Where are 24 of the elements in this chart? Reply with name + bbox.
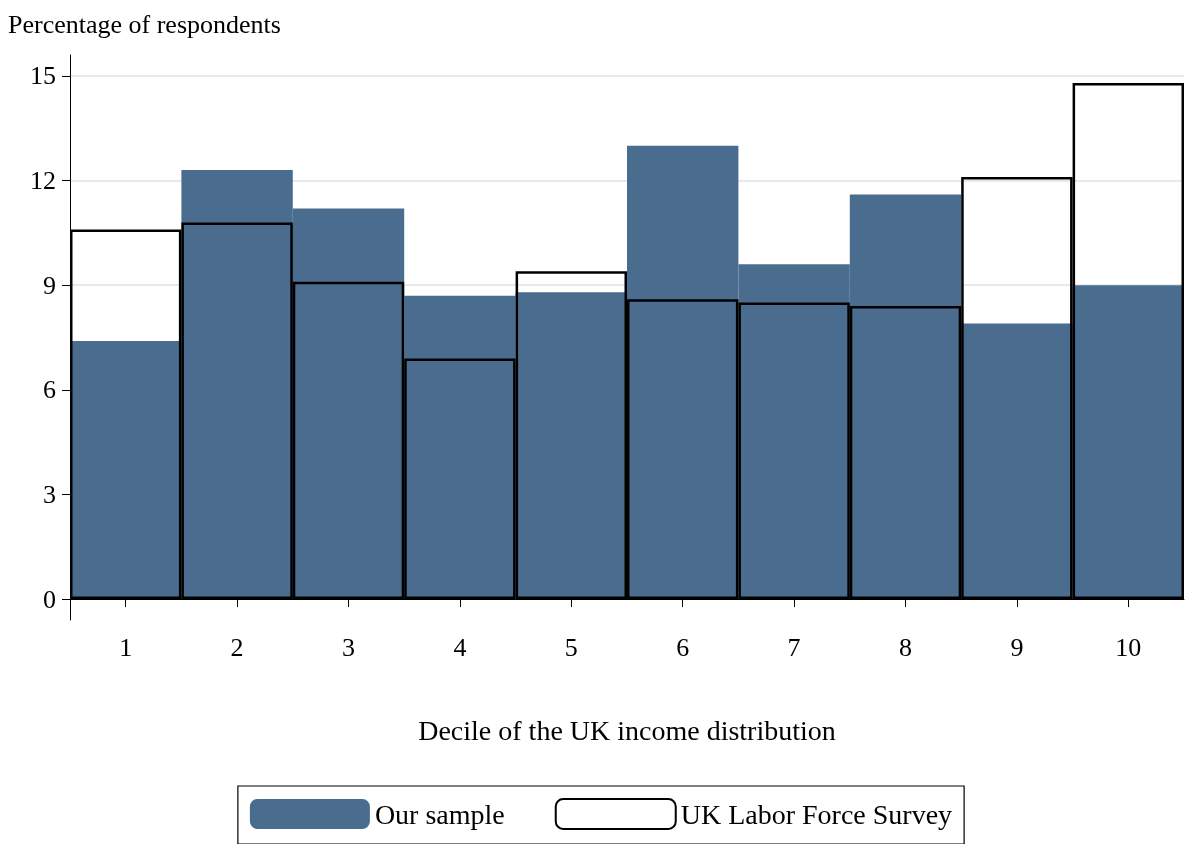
x-tick-label: 1: [119, 632, 133, 662]
y-tick-label: 12: [30, 166, 56, 196]
legend-label: UK Labor Force Survey: [680, 798, 953, 830]
bar: [961, 323, 1073, 600]
bar: [1072, 285, 1184, 600]
y-tick-label: 15: [30, 61, 56, 91]
x-tick-label: 10: [1115, 632, 1142, 662]
y-tick-label: 6: [43, 375, 56, 405]
y-axis-title: Percentage of respondents: [8, 9, 281, 39]
x-tick-label: 4: [453, 632, 467, 662]
bar: [70, 340, 182, 600]
y-tick-label: 0: [43, 584, 56, 614]
x-tick-label: 7: [787, 632, 801, 662]
y-tick-label: 9: [43, 270, 56, 300]
x-axis-title: Decile of the UK income distribution: [418, 714, 836, 746]
x-tick-label: 5: [564, 632, 578, 662]
x-tick-label: 3: [342, 632, 355, 662]
y-tick-label: 3: [43, 479, 56, 509]
bar: [404, 295, 516, 600]
x-tick-label: 8: [899, 632, 912, 662]
x-tick-label: 9: [1010, 632, 1024, 662]
x-tick-label: 2: [230, 632, 244, 662]
x-tick-label: 6: [676, 632, 690, 662]
legend-label: Our sample: [374, 798, 505, 830]
